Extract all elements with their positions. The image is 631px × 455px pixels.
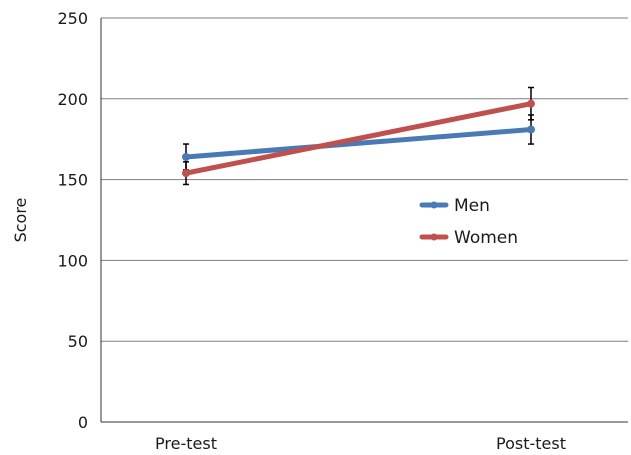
data-point [527, 99, 535, 108]
series-women [182, 86, 535, 186]
gridlines [101, 17, 628, 342]
y-tick-label: 250 [57, 9, 88, 28]
y-tick-label: 50 [68, 332, 88, 351]
y-tick-label: 100 [57, 251, 88, 270]
y-tick-label: 0 [78, 413, 88, 432]
x-tick-label: Post-test [496, 434, 566, 453]
legend-marker [430, 233, 438, 241]
legend: Men Women [419, 196, 518, 248]
x-tick-labels: Pre-test Post-test [155, 434, 566, 453]
legend-marker [430, 201, 438, 209]
series-line [183, 127, 534, 160]
legend-label: Women [454, 228, 518, 248]
data-point [527, 125, 535, 134]
axes [100, 18, 628, 423]
legend-label: Men [454, 196, 490, 216]
series-line [183, 101, 534, 176]
legend-item-men: Men [419, 196, 490, 216]
y-tick-label: 200 [57, 90, 88, 109]
legend-item-women: Women [419, 228, 518, 248]
series-group [182, 86, 535, 186]
y-tick-label: 150 [57, 171, 88, 190]
data-point [182, 152, 190, 161]
y-axis-label: Score [11, 198, 30, 243]
data-point [182, 169, 190, 178]
x-tick-label: Pre-test [155, 434, 217, 453]
y-tick-labels: 0 50 100 150 200 250 [57, 9, 88, 432]
